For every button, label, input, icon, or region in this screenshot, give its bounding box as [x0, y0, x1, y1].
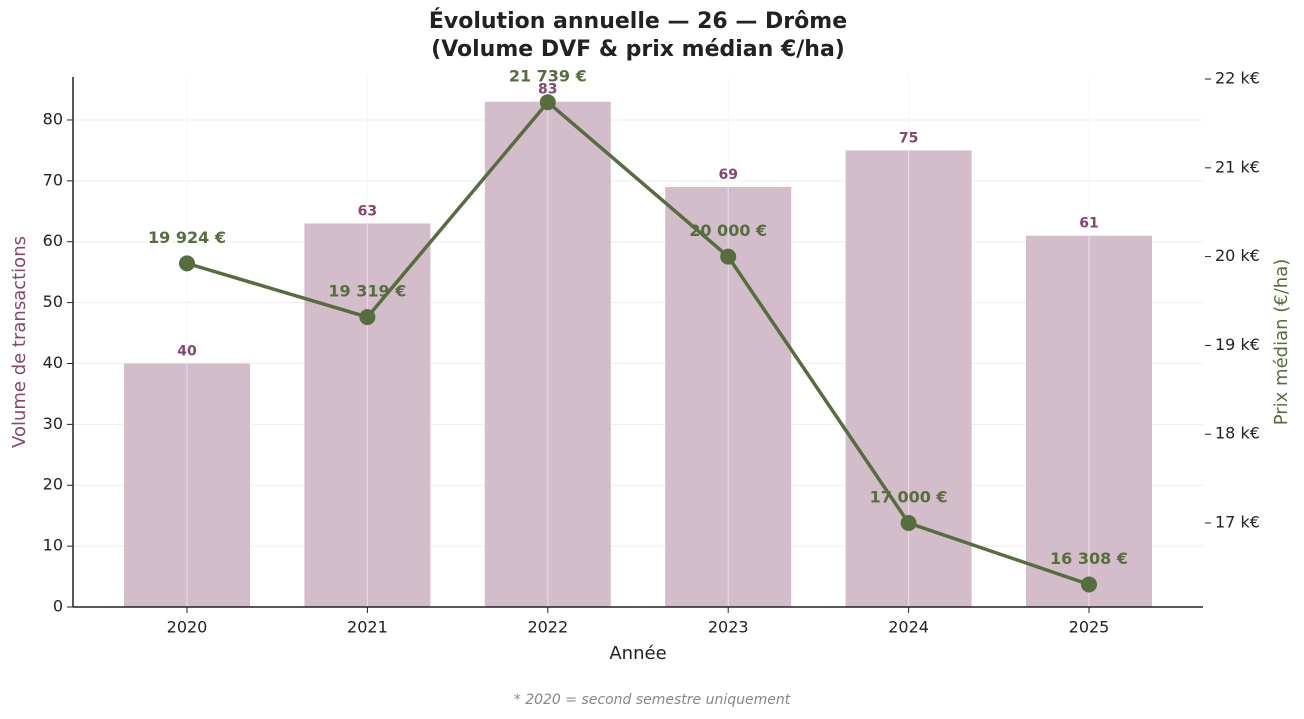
y2-tick-label: 19 k€ [1215, 335, 1260, 354]
line-marker [720, 248, 737, 265]
y2-tick-label: 21 k€ [1215, 157, 1260, 176]
y2-tick-label: 22 k€ [1215, 69, 1260, 88]
x-tick-label: 2020 [167, 618, 208, 637]
line-value-label: 16 308 € [1050, 549, 1128, 568]
y-tick-label: 70 [43, 170, 63, 189]
x-tick-label: 2022 [527, 618, 568, 637]
line-marker [539, 94, 556, 111]
footnote: * 2020 = second semestre uniquement [514, 692, 791, 708]
chart-title: Évolution annuelle — 26 — Drôme [429, 8, 847, 34]
y-tick-label: 40 [43, 353, 63, 372]
x-tick-label: 2023 [708, 618, 749, 637]
line-value-label: 21 739 € [509, 67, 587, 86]
line-value-label: 19 319 € [328, 282, 406, 301]
y-tick-label: 10 [43, 536, 63, 555]
y-tick-label: 60 [43, 231, 63, 250]
x-tick-label: 2024 [888, 618, 929, 637]
x-tick-label: 2021 [347, 618, 388, 637]
line-value-label: 19 924 € [148, 228, 226, 247]
y-tick-label: 30 [43, 414, 63, 433]
x-axis-label: Année [609, 643, 666, 664]
line-marker [1081, 576, 1097, 593]
y-tick-label: 50 [43, 292, 63, 311]
chart-title: (Volume DVF & prix médian €/ha) [431, 37, 845, 62]
y-axis-label: Volume de transactions [9, 236, 30, 448]
y2-axis-label: Prix médian (€/ha) [1271, 259, 1292, 426]
line-marker [359, 309, 376, 326]
y-tick-label: 80 [43, 109, 63, 128]
y-tick-label: 20 [43, 475, 63, 494]
y2-tick-label: 18 k€ [1215, 424, 1260, 443]
y2-tick-label: 17 k€ [1215, 513, 1260, 532]
line-value-label: 20 000 € [689, 221, 767, 240]
line [186, 99, 1090, 587]
y2-tick-label: 20 k€ [1215, 246, 1260, 265]
x-tick-label: 2025 [1069, 618, 1110, 637]
line-marker [179, 255, 195, 272]
line-marker [900, 515, 917, 532]
line-value-label: 17 000 € [870, 488, 948, 507]
y-tick-label: 0 [53, 597, 63, 616]
